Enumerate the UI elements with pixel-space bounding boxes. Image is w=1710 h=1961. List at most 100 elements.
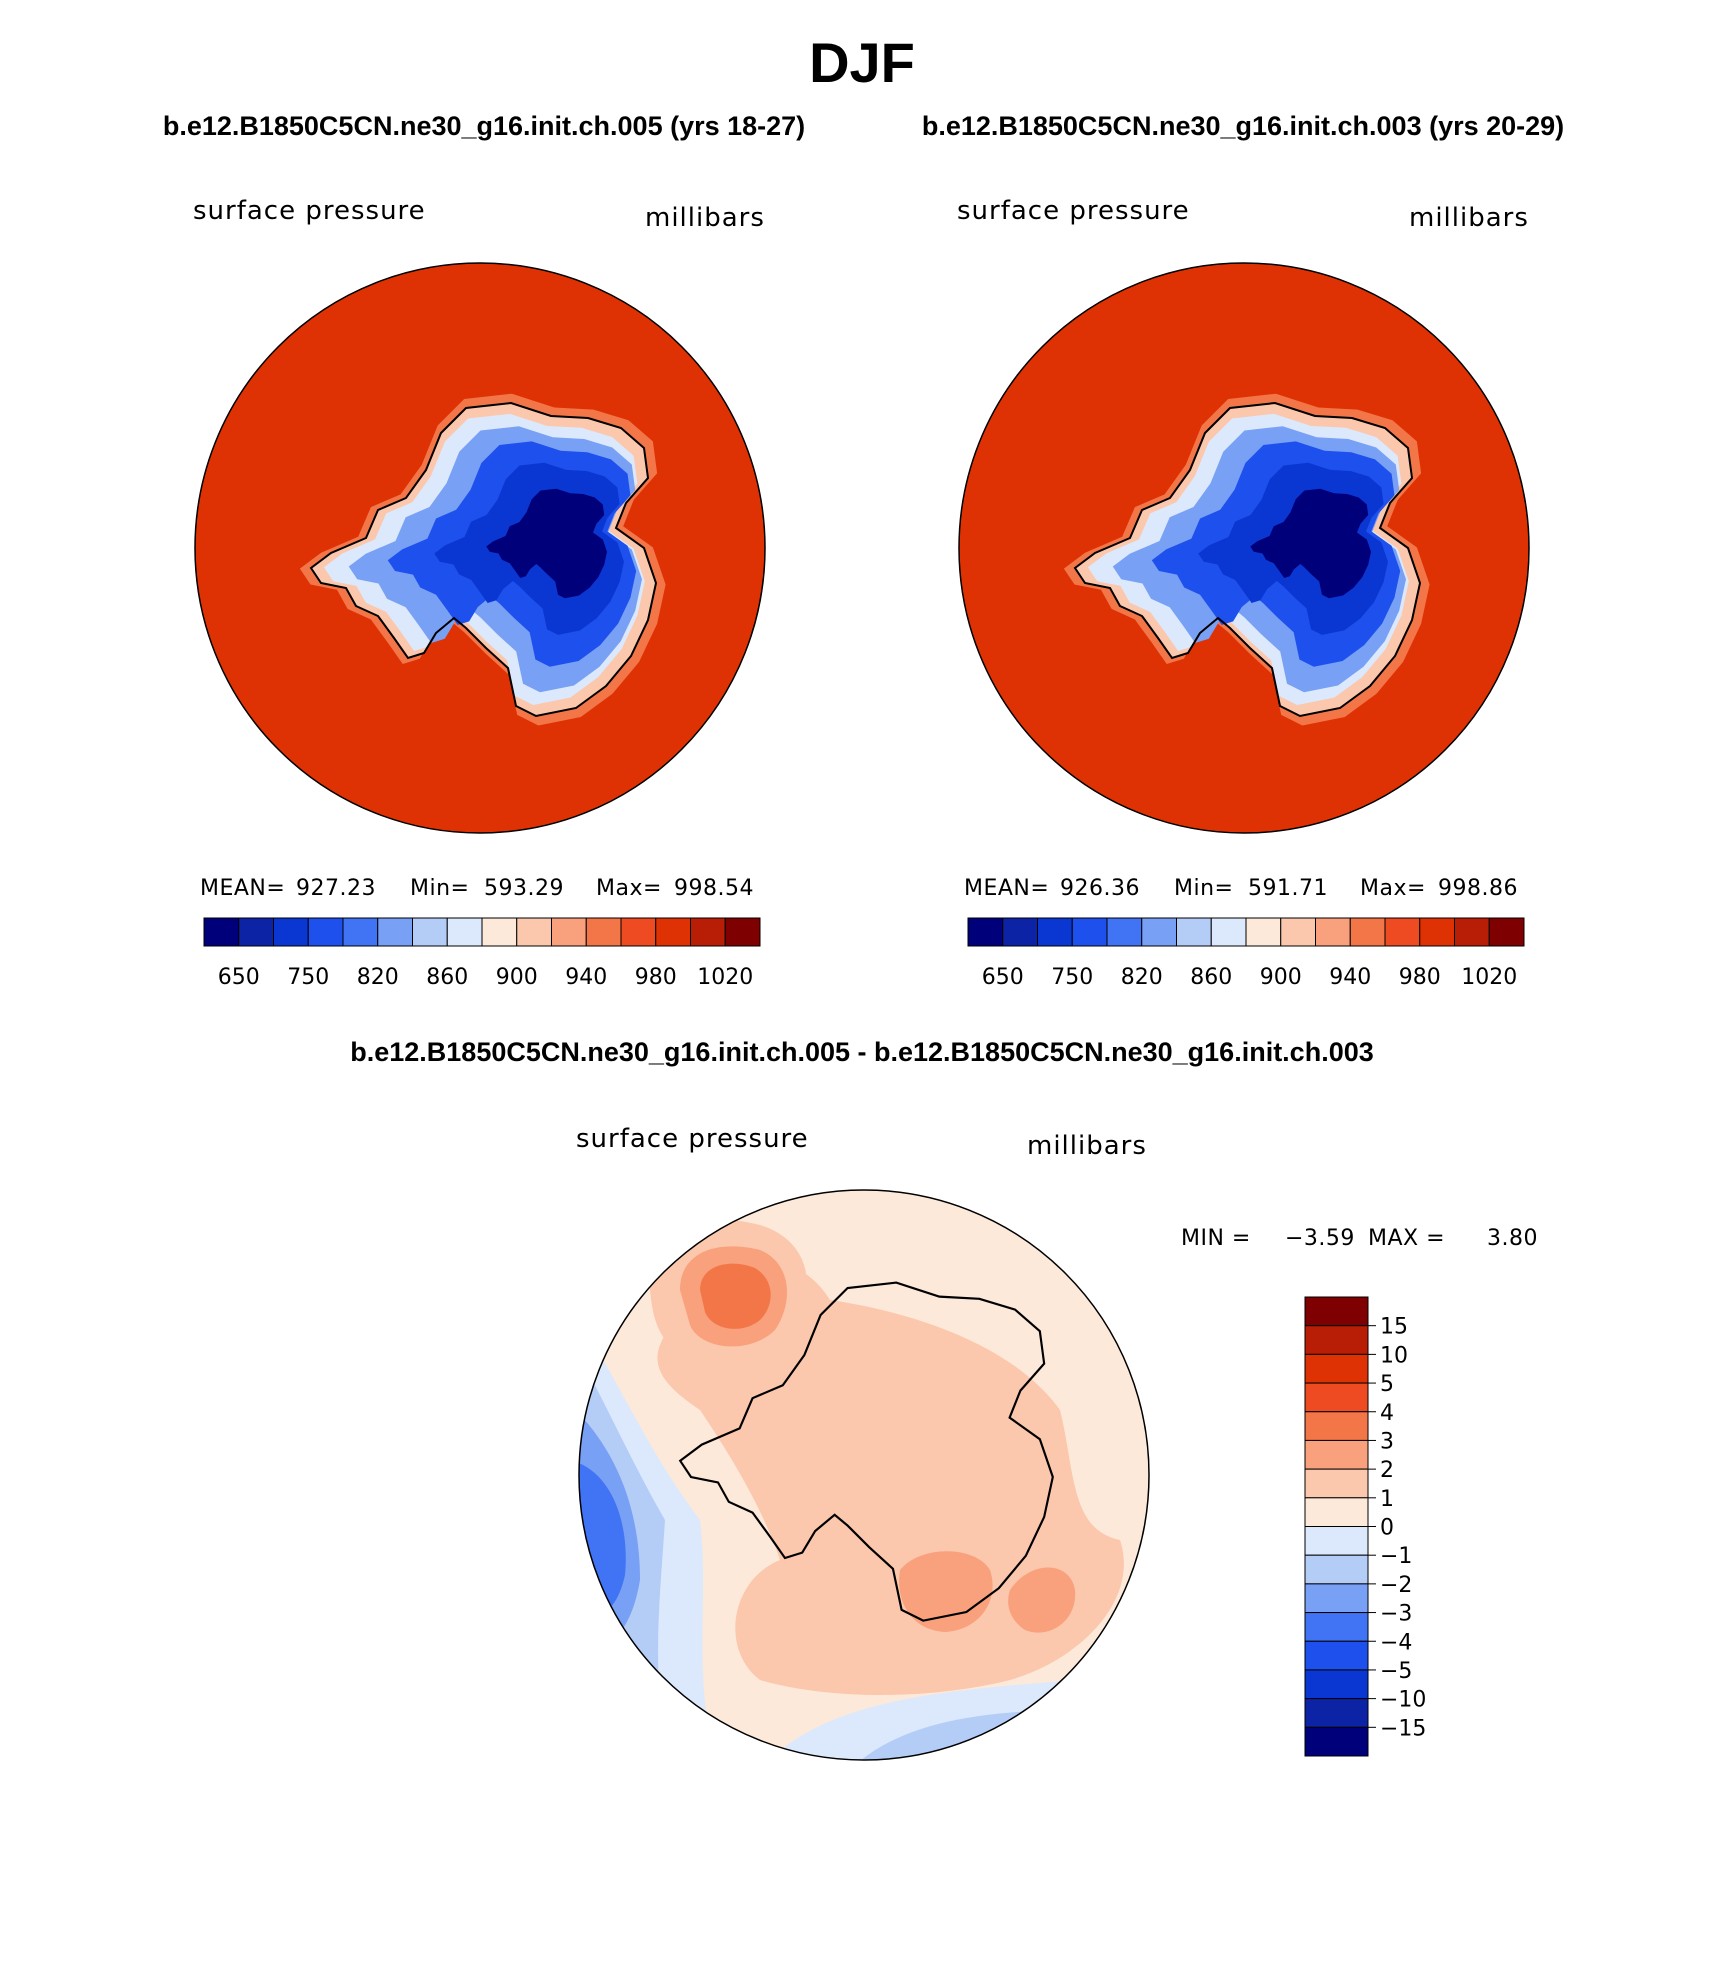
panel-a-mean-value: 927.23: [296, 876, 376, 901]
panel-c-colorbar-swatch: [1304, 1411, 1369, 1441]
panel-a-max-label: Max=: [596, 876, 662, 901]
panel-c-max-label: MAX =: [1368, 1226, 1445, 1251]
panel-c-colorbar-tick-label: 1: [1380, 1487, 1394, 1512]
panel-a-units: millibars: [645, 203, 765, 233]
panel-b-colorbar-tick-label: 860: [1190, 965, 1232, 990]
panel-b-max-value: 998.86: [1438, 876, 1518, 901]
panel-c-colorbar-swatch: [1304, 1382, 1369, 1413]
panel-b-colorbar-tick-label: 980: [1399, 965, 1441, 990]
panel-a-colorbar-swatch: [412, 917, 448, 947]
panel-a-mean-label: MEAN=: [200, 876, 285, 901]
panel-b-colorbar-tick-label: 940: [1329, 965, 1371, 990]
panel-c-colorbar-tick-label: −10: [1380, 1688, 1426, 1713]
panel-b-mean-label: MEAN=: [964, 876, 1049, 901]
panel-a-colorbar-tick-label: 940: [565, 965, 607, 990]
panel-b-colorbar-swatch: [1002, 917, 1038, 947]
panel-b-colorbar-tick-label: 750: [1051, 965, 1093, 990]
panel-b-mean-value: 926.36: [1060, 876, 1140, 901]
panel-b-colorbar-tick-label: 650: [982, 965, 1024, 990]
panel-b-colorbar-swatch: [1488, 917, 1525, 947]
panel-c-colorbar-tick-label: −2: [1380, 1573, 1412, 1598]
panel-a-colorbar-tick-label: 1020: [697, 965, 753, 990]
panel-a-colorbar-swatch: [377, 917, 413, 947]
panel-b: surface pressure millibars MEAN= 926.36 …: [957, 196, 1530, 990]
panel-c-colorbar-tick-label: −15: [1380, 1716, 1426, 1741]
panel-a-colorbar-swatch: [481, 917, 518, 947]
panel-a-colorbar-swatch: [585, 917, 622, 947]
panel-c-field-1-to-2: [657, 1260, 1124, 1695]
panel-b-colorbar-swatch: [1071, 917, 1108, 947]
panel-a-colorbar-swatch: [655, 917, 691, 947]
panel-c-colorbar-swatch: [1304, 1554, 1369, 1585]
panel-a-colorbar-swatch: [203, 917, 240, 947]
panel-b-min-value: 591.71: [1248, 876, 1328, 901]
panel-a-colorbar-tick-label: 980: [635, 965, 677, 990]
panel-c-variable: surface pressure: [576, 1124, 809, 1154]
panel-a-min-label: Min=: [410, 876, 469, 901]
panel-a-colorbar-tick-label: 750: [287, 965, 329, 990]
panel-c-colorbar-swatch: [1304, 1497, 1369, 1527]
panel-c-colorbar-tick-label: 4: [1380, 1401, 1394, 1426]
panel-c-field-2-to-3-east: [899, 1551, 993, 1632]
panel-c-colorbar-swatch: [1304, 1698, 1369, 1728]
panel-c-colorbar-tick-label: 15: [1380, 1315, 1408, 1340]
panel-c-colorbar-swatch: [1304, 1726, 1369, 1757]
panel-a-colorbar: 650 750 820 860 900 940 980 1020: [203, 917, 761, 990]
panel-c-colorbar-tick-label: −5: [1380, 1659, 1412, 1684]
panel-b-colorbar-swatch: [1037, 917, 1073, 947]
panel-c-map-border: [578, 1189, 1150, 1761]
panel-c-min-value: −3.59: [1285, 1226, 1355, 1251]
panel-b-map-border: [958, 262, 1530, 834]
subtitle-right: b.e12.B1850C5CN.ne30_g16.init.ch.003 (yr…: [922, 111, 1564, 141]
panel-b-colorbar-swatch: [1454, 917, 1490, 947]
panel-c-colorbar-tick-label: −1: [1380, 1544, 1412, 1569]
panel-a-colorbar-swatch: [620, 917, 657, 947]
panel-c-colorbar-swatch: [1304, 1439, 1369, 1470]
difference-title: b.e12.B1850C5CN.ne30_g16.init.ch.005 - b…: [350, 1037, 1374, 1067]
panel-a-colorbar-swatch: [342, 917, 379, 947]
panel-b-colorbar-swatch: [967, 917, 1004, 947]
panel-c-min-label: MIN =: [1181, 1226, 1251, 1251]
panel-c-max-value: 3.80: [1487, 1226, 1538, 1251]
panel-c-colorbar-swatch: [1304, 1468, 1369, 1499]
panel-a-map: [195, 263, 765, 833]
panel-b-colorbar: 650 750 820 860 900 940 980 1020: [967, 917, 1525, 990]
panel-a-map-border: [194, 262, 766, 834]
panel-b-colorbar-tick-label: 1020: [1461, 965, 1517, 990]
panel-b-variable: surface pressure: [957, 196, 1190, 226]
panel-c-units: millibars: [1027, 1131, 1147, 1161]
panel-b-colorbar-swatch: [1210, 917, 1247, 947]
panel-a-colorbar-swatch: [307, 917, 344, 947]
panel-a: surface pressure millibars MEAN= 927.23 …: [193, 196, 766, 990]
panel-a-colorbar-swatch: [446, 917, 483, 947]
panel-b-colorbar-tick-label: 900: [1260, 965, 1302, 990]
panel-c-field-2-to-3-far-east: [1008, 1567, 1076, 1633]
panel-b-min-label: Min=: [1174, 876, 1233, 901]
panel-a-colorbar-swatch: [238, 917, 274, 947]
panel-b-max-label: Max=: [1360, 876, 1426, 901]
panel-b-units: millibars: [1409, 203, 1529, 233]
panel-b-colorbar-swatch: [1280, 917, 1316, 947]
panel-a-colorbar-swatch: [273, 917, 309, 947]
panel-b-colorbar-tick-label: 820: [1121, 965, 1163, 990]
panel-a-min-value: 593.29: [484, 876, 564, 901]
panel-c-colorbar-swatch: [1304, 1583, 1369, 1614]
panel-c-colorbar-tick-label: 2: [1380, 1458, 1394, 1483]
panel-a-colorbar-tick-label: 650: [218, 965, 260, 990]
panel-a-variable: surface pressure: [193, 196, 426, 226]
panel-a-colorbar-tick-label: 820: [357, 965, 399, 990]
panel-a-colorbar-swatch: [724, 917, 761, 947]
panel-a-max-value: 998.54: [674, 876, 754, 901]
panel-c-colorbar-swatch: [1304, 1640, 1369, 1671]
panel-c-colorbar-tick-label: −4: [1380, 1630, 1412, 1655]
panel-b-map: [959, 263, 1529, 833]
panel-c-colorbar-tick-label: 5: [1380, 1372, 1394, 1397]
panel-a-colorbar-swatch: [516, 917, 552, 947]
panel-c-colorbar-swatch: [1304, 1325, 1369, 1355]
panel-b-colorbar-swatch: [1176, 917, 1212, 947]
panel-b-colorbar-swatch: [1419, 917, 1455, 947]
panel-c-colorbar-tick-label: 0: [1380, 1516, 1394, 1541]
panel-c-colorbar-swatch: [1304, 1669, 1369, 1700]
